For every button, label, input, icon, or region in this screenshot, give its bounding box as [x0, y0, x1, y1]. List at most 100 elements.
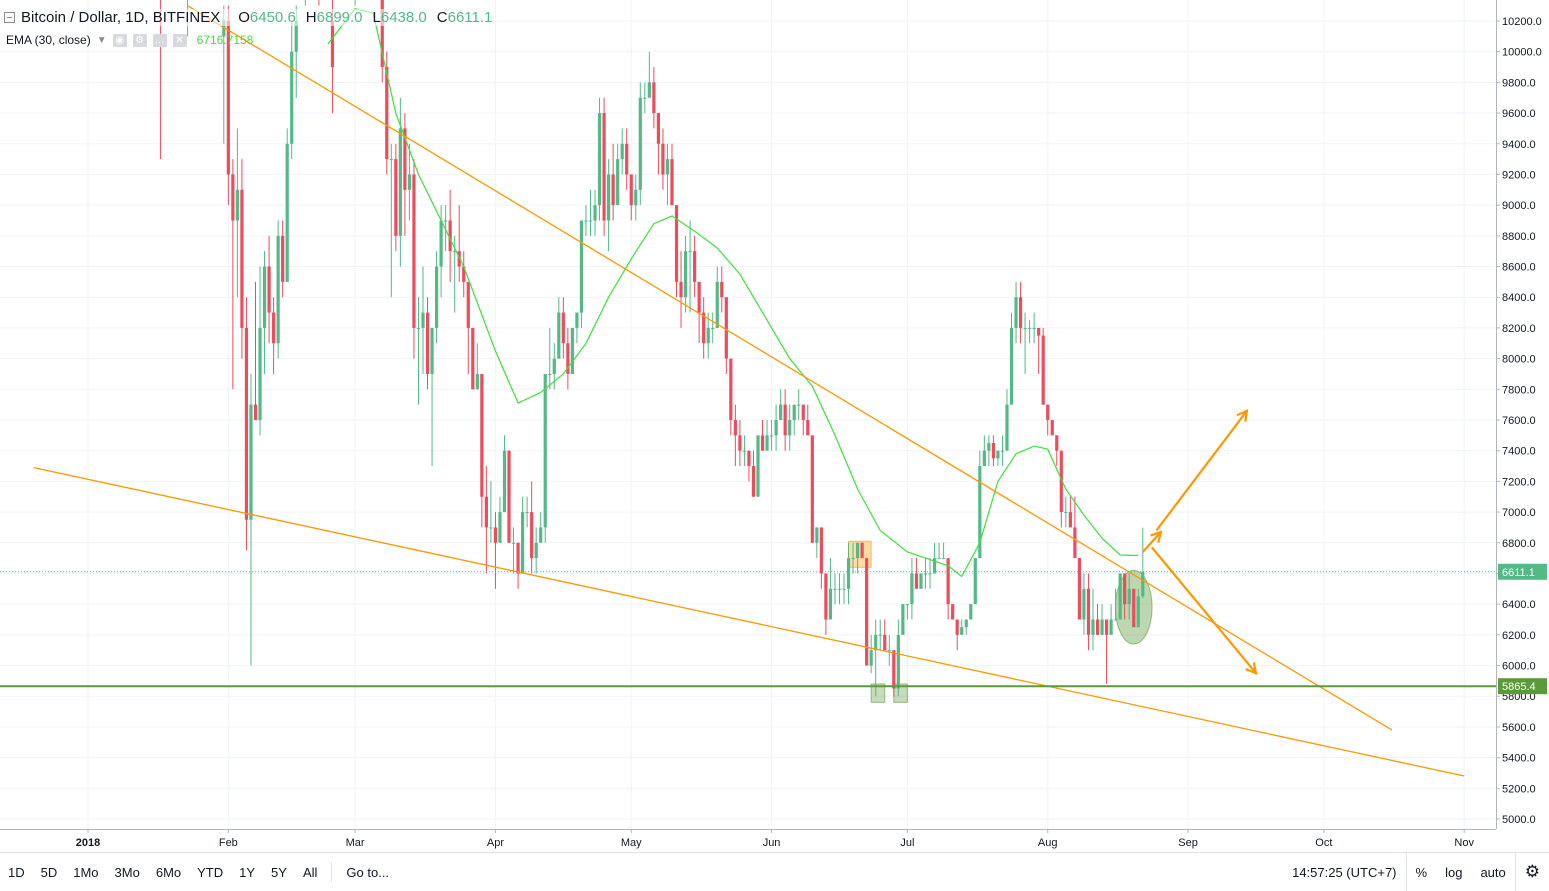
candle-body — [901, 604, 905, 635]
ohlc-low: L6438.0 — [372, 9, 427, 26]
candle-body — [1064, 512, 1068, 514]
chart-legend: Bitcoin / Dollar, 1D, BITFINEX O6450.6 H… — [4, 9, 493, 26]
indicator-label[interactable]: EMA (30, close) — [6, 33, 91, 47]
collapse-legend-icon[interactable] — [4, 12, 15, 23]
candle-body — [670, 159, 674, 206]
indicator-value: 6716.7158 — [196, 33, 254, 47]
candle-body — [276, 235, 280, 344]
candle-body — [530, 512, 534, 559]
timeframe-3mo[interactable]: 3Mo — [114, 864, 140, 880]
percent-toggle[interactable]: % — [1415, 864, 1428, 880]
candle-body — [380, 0, 384, 68]
candle-body — [683, 251, 688, 298]
candle-body — [819, 527, 823, 574]
ohlc-open: O6450.6 — [238, 9, 296, 26]
candle-body — [430, 327, 434, 374]
candle-body — [403, 128, 407, 190]
candle-body — [285, 143, 289, 282]
price-tick-label: 5800.0 — [1502, 691, 1536, 703]
auto-toggle[interactable]: auto — [1480, 864, 1506, 880]
chevron-down-icon[interactable]: ▼ — [96, 34, 107, 46]
highlight-box — [870, 683, 886, 703]
timeframe-5y[interactable]: 5Y — [271, 864, 287, 880]
gear-icon[interactable]: ⚙ — [1524, 862, 1540, 881]
candle-body — [290, 51, 294, 144]
candle-body — [1041, 335, 1045, 405]
candle-body — [892, 650, 896, 689]
candle-body — [1104, 619, 1109, 635]
candle-body — [973, 558, 977, 605]
candlestick-chart[interactable]: 5000.0 5200.0 5400.0 5600.0 5800.0 6000.0 6200… — [0, 0, 1549, 852]
candle-body — [1100, 619, 1104, 635]
candle-body — [484, 496, 488, 528]
trendline — [187, 5, 1393, 731]
candle-body — [602, 113, 606, 221]
candle-body — [674, 205, 679, 282]
candle-body — [1123, 573, 1127, 605]
timeframe-1d[interactable]: 1D — [8, 864, 25, 880]
more-icon[interactable]: … — [152, 33, 167, 47]
timeframe-ytd[interactable]: YTD — [197, 864, 224, 880]
candle-body — [656, 113, 661, 144]
log-toggle[interactable]: log — [1445, 864, 1463, 880]
settings-icon[interactable]: ⚙ — [132, 33, 147, 47]
candle-body — [421, 312, 425, 328]
price-tick-label: 8800.0 — [1502, 231, 1536, 243]
candle-body — [923, 573, 928, 575]
candle-body — [1136, 596, 1140, 628]
candle-body — [693, 251, 697, 282]
price-tick-label: 9400.0 — [1502, 139, 1536, 151]
candle-body — [1050, 420, 1054, 436]
candle-body — [1073, 527, 1077, 559]
candle-body — [647, 82, 651, 98]
clock-display[interactable]: 14:57:25 (UTC+7) — [1292, 864, 1397, 880]
last-price-label: 6611.1 — [1502, 567, 1535, 579]
symbol-title[interactable]: Bitcoin / Dollar, 1D, BITFINEX — [21, 9, 221, 26]
candle-body — [1132, 588, 1136, 628]
close-icon[interactable]: ✕ — [172, 33, 187, 47]
candle-body — [625, 143, 629, 175]
candle-body — [774, 420, 778, 436]
price-tick-label: 7000.0 — [1502, 507, 1536, 519]
candle-body — [1018, 297, 1023, 328]
price-tick-label: 7600.0 — [1502, 415, 1536, 427]
ohlc-close: C6611.1 — [436, 9, 493, 26]
timeframe-5d[interactable]: 5D — [40, 864, 58, 880]
price-tick-label: 8200.0 — [1502, 323, 1536, 335]
price-tick-label: 10000.0 — [1502, 47, 1542, 59]
candle-body — [733, 420, 737, 436]
timeframe-all[interactable]: All — [302, 864, 318, 880]
toolbar-right: 14:57:25 (UTC+7) % log auto ⚙ — [1283, 853, 1549, 891]
candle-body — [978, 466, 982, 559]
candle-body — [566, 343, 570, 374]
candle-body — [1028, 327, 1032, 329]
candle-body — [638, 97, 642, 190]
candle-body — [466, 281, 470, 328]
timeframe-6mo[interactable]: 6Mo — [155, 864, 182, 880]
candle-body — [1114, 619, 1118, 621]
timeframe-1mo[interactable]: 1Mo — [73, 864, 99, 880]
candle-body — [851, 558, 855, 560]
candle-body — [1046, 404, 1050, 420]
time-tick-label: Sep — [1178, 837, 1198, 849]
price-tick-label: 5600.0 — [1502, 722, 1536, 734]
candle-body — [634, 189, 638, 206]
eye-icon[interactable]: ◉ — [112, 33, 127, 47]
candle-body — [837, 588, 842, 590]
candle-body — [226, 21, 230, 175]
goto-button[interactable]: Go to... — [346, 864, 390, 880]
candle-body — [865, 558, 869, 666]
candle-body — [448, 220, 452, 252]
candle-body — [828, 588, 833, 620]
time-tick-label: Jul — [900, 837, 914, 849]
candle-body — [810, 435, 814, 543]
candle-body — [561, 312, 565, 344]
candle-body — [928, 573, 932, 575]
arrow-head — [1245, 662, 1258, 675]
candle-body — [815, 527, 819, 543]
candle-body — [1032, 327, 1036, 329]
timeframe-1y[interactable]: 1Y — [239, 864, 256, 880]
candle-body — [1037, 327, 1041, 336]
candle-body — [887, 650, 891, 652]
